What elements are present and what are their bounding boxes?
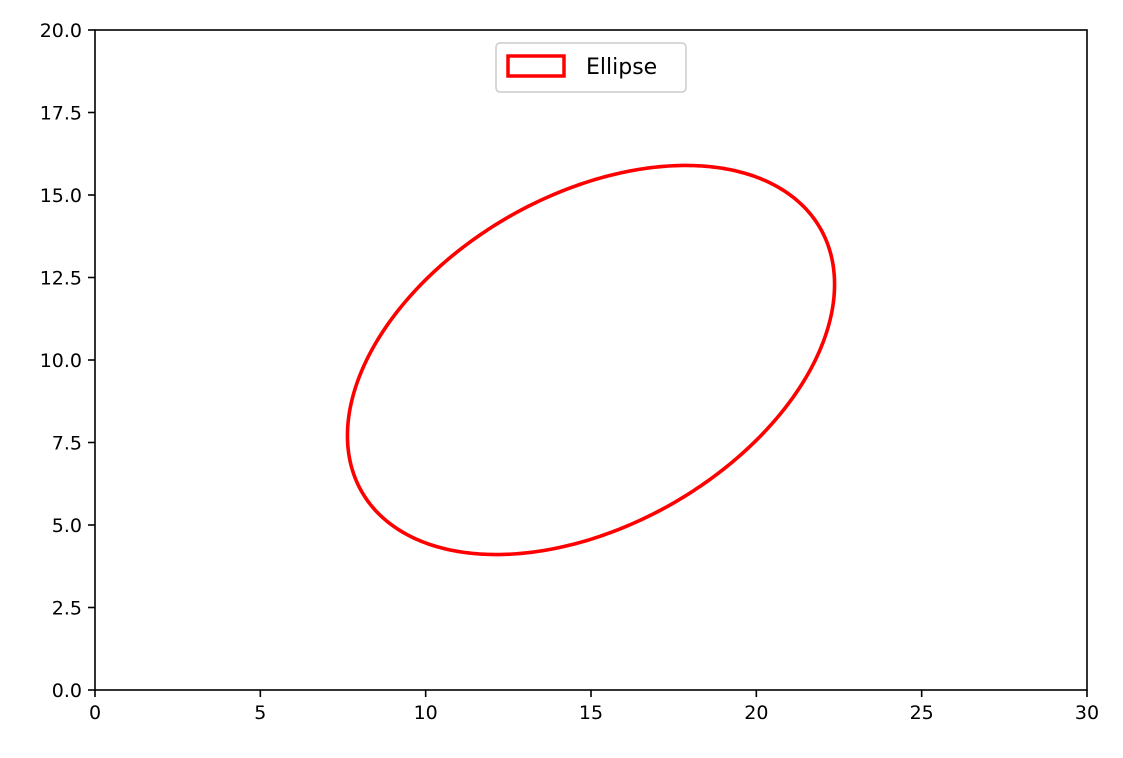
x-axis-ticks: 0 5 10 15 20 25 30 <box>89 690 1099 724</box>
y-tick-label: 0.0 <box>52 680 82 702</box>
legend: Ellipse <box>495 42 687 93</box>
legend-ellipse-patch <box>506 54 566 78</box>
x-tick-label: 0 <box>89 702 101 724</box>
legend-label-ellipse: Ellipse <box>586 55 657 80</box>
y-tick-label: 15.0 <box>40 185 82 207</box>
x-tick-label: 20 <box>744 702 768 724</box>
y-axis-ticks: 0.0 2.5 5.0 7.5 10.0 12.5 15.0 17.5 20.0 <box>40 20 95 702</box>
x-tick-label: 5 <box>254 702 266 724</box>
y-tick-label: 10.0 <box>40 350 82 372</box>
x-tick-label: 25 <box>910 702 934 724</box>
plot-frame <box>94 29 1088 691</box>
x-tick-label: 10 <box>414 702 438 724</box>
ellipse-layer <box>345 163 837 557</box>
y-tick-label: 5.0 <box>52 515 82 537</box>
y-tick-label: 7.5 <box>52 433 82 455</box>
y-tick-label: 20.0 <box>40 20 82 42</box>
x-tick-label: 15 <box>579 702 603 724</box>
x-tick-label: 30 <box>1075 702 1099 724</box>
plot-area <box>95 30 1087 690</box>
y-tick-label: 17.5 <box>40 103 82 125</box>
y-tick-label: 2.5 <box>52 598 82 620</box>
y-tick-label: 12.5 <box>40 268 82 290</box>
ellipse-outline <box>345 163 837 557</box>
